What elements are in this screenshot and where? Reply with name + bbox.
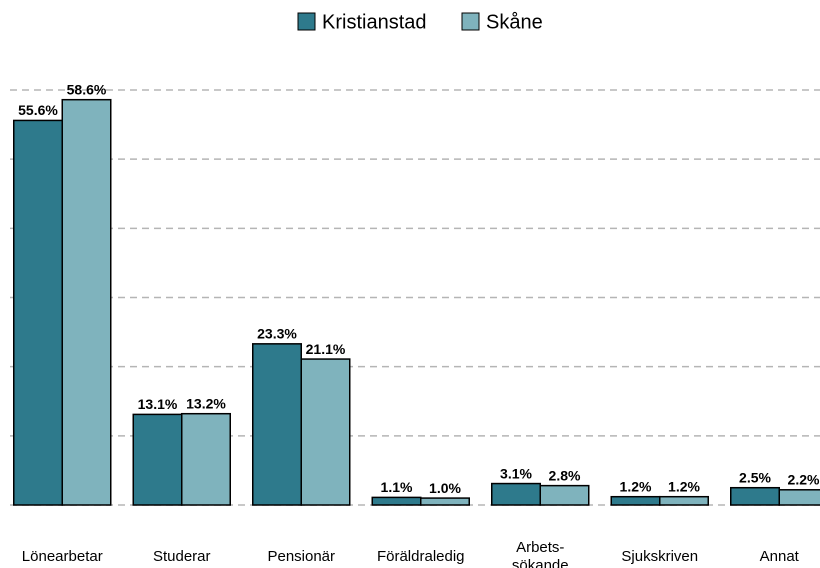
x-tick-label: Föräldraledig <box>377 548 465 565</box>
x-tick-label: Studerar <box>153 548 211 565</box>
legend-label: Skåne <box>486 11 543 33</box>
value-label: 2.8% <box>549 467 581 483</box>
legend-swatch <box>461 12 480 31</box>
bar <box>730 486 780 506</box>
x-tick-label: Lönearbetar <box>22 548 103 565</box>
value-label: 23.3% <box>257 326 297 342</box>
value-label: 13.2% <box>186 395 226 411</box>
value-label: 21.1% <box>306 341 346 357</box>
value-label: 58.6% <box>67 81 107 97</box>
x-tick-label: Arbets-sökande <box>512 539 569 568</box>
value-label: 3.1% <box>500 465 532 481</box>
legend-label: Kristianstad <box>322 11 427 33</box>
bar <box>420 497 470 506</box>
value-label: 1.2% <box>668 478 700 494</box>
x-tick-label: Pensionär <box>267 548 335 565</box>
bar <box>252 343 302 506</box>
bar <box>132 413 183 506</box>
legend-swatch <box>297 12 316 31</box>
bar <box>491 482 541 506</box>
bar <box>300 358 351 506</box>
value-label: 2.2% <box>788 471 820 487</box>
value-label: 1.1% <box>381 479 413 495</box>
bar <box>778 489 820 506</box>
bar <box>539 484 590 506</box>
bar <box>610 495 661 506</box>
x-tick-label: Sjukskriven <box>621 548 698 565</box>
value-label: 1.2% <box>620 478 652 494</box>
value-label: 1.0% <box>429 480 461 496</box>
value-label: 55.6% <box>18 102 58 118</box>
value-label: 2.5% <box>739 469 771 485</box>
bar <box>659 495 709 506</box>
bar <box>13 119 63 506</box>
value-label: 13.1% <box>138 396 178 412</box>
bar <box>61 98 112 506</box>
bar <box>371 496 422 506</box>
bar <box>181 412 231 506</box>
x-tick-label: Annat <box>760 548 800 565</box>
